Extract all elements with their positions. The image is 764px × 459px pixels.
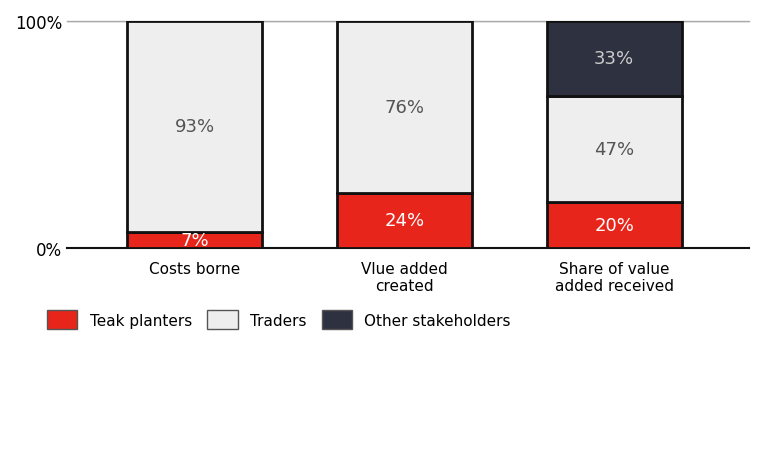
Bar [127,22,262,232]
Bar [127,232,262,248]
Text: 24%: 24% [384,212,424,230]
Bar [547,96,681,203]
Text: 76%: 76% [384,99,424,117]
Text: 20%: 20% [594,217,634,235]
Bar [547,22,681,96]
Bar [337,22,471,194]
Text: 47%: 47% [594,141,634,159]
Text: 33%: 33% [594,50,634,68]
Bar [547,203,681,248]
Legend: Teak planters, Traders, Other stakeholders: Teak planters, Traders, Other stakeholde… [40,305,517,336]
Text: 7%: 7% [180,231,209,249]
Text: 93%: 93% [174,118,215,136]
Bar [337,194,471,248]
